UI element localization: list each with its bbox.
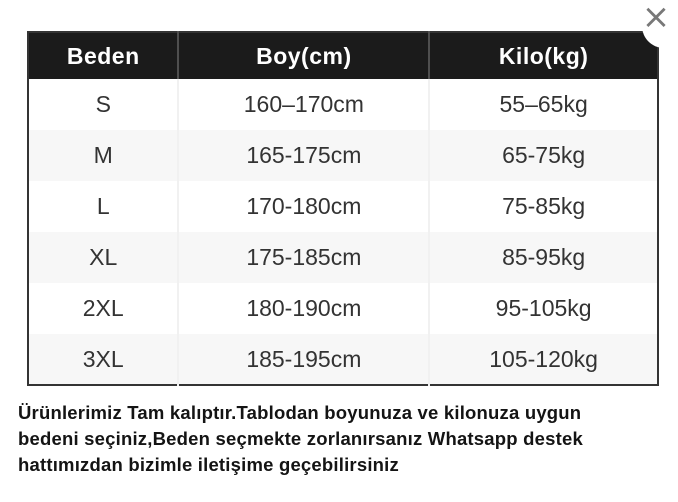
table-row-3xl: 3XL 185-195cm 105-120kg (28, 334, 658, 385)
table-row-2xl: 2XL 180-190cm 95-105kg (28, 283, 658, 334)
height-cell: 180-190cm (177, 283, 430, 334)
table-row-s: S 160–170cm 55–65kg (28, 79, 658, 130)
height-cell: 165-175cm (177, 130, 430, 181)
size-chart-header-row: Beden Boy(cm) Kilo(kg) (28, 32, 658, 79)
height-cell: 160–170cm (177, 79, 430, 130)
size-cell: M (28, 130, 179, 181)
size-note-line: bedeni seçiniz,Beden seçmekte zorlanırsa… (18, 428, 583, 449)
size-chart-table: Beden Boy(cm) Kilo(kg) S 160–170cm 55–65… (27, 31, 659, 386)
weight-cell: 95-105kg (428, 283, 658, 334)
size-cell: 2XL (28, 283, 179, 334)
size-cell: 3XL (28, 334, 179, 385)
weight-cell: 105-120kg (428, 334, 658, 385)
header-cell-beden: Beden (28, 32, 179, 79)
size-cell: L (28, 181, 179, 232)
size-cell: S (28, 79, 179, 130)
header-cell-boy: Boy(cm) (177, 32, 430, 79)
header-cell-kilo: Kilo(kg) (428, 32, 658, 79)
table-row-m: M 165-175cm 65-75kg (28, 130, 658, 181)
size-note: Ürünlerimiz Tam kalıptır.Tablodan boyunu… (18, 400, 583, 478)
weight-cell: 75-85kg (428, 181, 658, 232)
size-cell: XL (28, 232, 179, 283)
size-note-line: Ürünlerimiz Tam kalıptır.Tablodan boyunu… (18, 402, 582, 423)
size-note-line: hattımızdan bizimle iletişime geçebilirs… (18, 454, 399, 475)
height-cell: 185-195cm (177, 334, 430, 385)
weight-cell: 55–65kg (428, 79, 658, 130)
close-icon: × (641, 0, 671, 37)
table-row-xl: XL 175-185cm 85-95kg (28, 232, 658, 283)
height-cell: 175-185cm (177, 232, 430, 283)
close-button-background (642, 4, 678, 48)
size-chart-container: Beden Boy(cm) Kilo(kg) S 160–170cm 55–65… (27, 31, 659, 386)
close-button[interactable]: × (641, 0, 671, 34)
height-cell: 170-180cm (177, 181, 430, 232)
weight-cell: 65-75kg (428, 130, 658, 181)
table-row-l: L 170-180cm 75-85kg (28, 181, 658, 232)
weight-cell: 85-95kg (428, 232, 658, 283)
